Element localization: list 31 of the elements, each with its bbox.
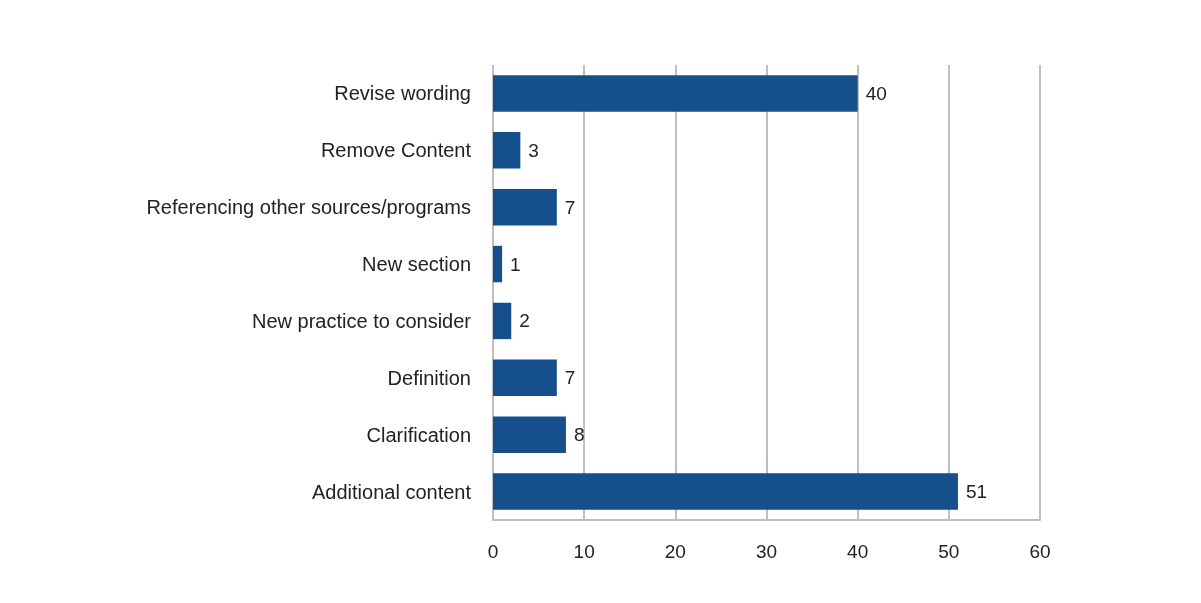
x-tick-label: 20 <box>664 541 686 562</box>
x-tick-label: 60 <box>1029 541 1051 562</box>
data-label: 7 <box>564 196 576 218</box>
bar <box>493 359 557 397</box>
y-tick-label: New section <box>362 253 471 276</box>
x-tick-label: 30 <box>755 541 778 562</box>
data-label: 51 <box>965 481 988 503</box>
y-tick-label: Referencing other sources/programs <box>146 196 471 219</box>
y-tick-label: Revise wording <box>334 82 471 105</box>
data-label: 2 <box>519 310 530 332</box>
data-label: 1 <box>510 253 521 275</box>
bar <box>493 416 566 453</box>
data-label: 8 <box>573 424 585 446</box>
x-tick-label: 40 <box>847 541 869 562</box>
data-label: 7 <box>564 367 576 389</box>
bar <box>493 75 858 112</box>
y-tick-label: New practice to consider <box>252 309 472 332</box>
x-tick-label: 0 <box>487 541 499 562</box>
bar <box>493 473 958 510</box>
x-tick-label: 10 <box>573 541 595 562</box>
bar <box>493 302 512 340</box>
y-tick-label: Additional content <box>311 480 472 503</box>
x-tick-label: 50 <box>938 541 960 562</box>
y-tick-label: Clarification <box>366 423 471 446</box>
bar <box>493 245 503 283</box>
y-tick-label: Definition <box>387 366 471 389</box>
data-label: 3 <box>528 139 539 161</box>
bar <box>493 188 557 226</box>
bar <box>493 132 521 169</box>
data-label: 40 <box>865 82 887 104</box>
y-tick-label: Remove Content <box>320 139 472 162</box>
